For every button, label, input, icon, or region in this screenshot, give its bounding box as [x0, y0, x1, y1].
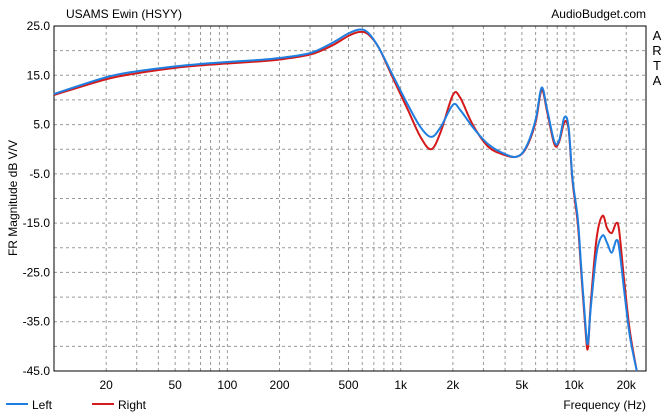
side-label-letter: A — [653, 28, 662, 43]
y-axis-label: FR Magnitude dB V/V — [6, 140, 20, 256]
series-line-right — [53, 30, 638, 372]
watermark: AudioBudget.com — [551, 7, 646, 21]
y-tick-label: -5.0 — [29, 167, 50, 181]
y-tick-label: -15.0 — [23, 216, 51, 230]
x-tick-label: 10k — [564, 378, 584, 392]
plot-frame — [53, 25, 647, 372]
x-tick-label: 100 — [217, 378, 237, 392]
x-tick-label: 1k — [394, 378, 408, 392]
y-tick-label: -25.0 — [23, 265, 51, 279]
y-axis-ticks: 25.0 15.0 5.0 -5.0 -15.0 -25.0 -35.0 -45.0 — [23, 19, 51, 378]
x-tick-label: 5k — [516, 378, 530, 392]
chart-title: USAMS Ewin (HSYY) — [66, 7, 182, 21]
y-tick-label: -45.0 — [23, 364, 51, 378]
x-tick-label: 2k — [447, 378, 461, 392]
grid — [54, 26, 646, 371]
x-tick-label: 20 — [100, 378, 114, 392]
x-tick-label: 500 — [339, 378, 359, 392]
x-tick-label: 200 — [270, 378, 290, 392]
y-tick-label: -35.0 — [23, 315, 51, 329]
legend-label-right: Right — [118, 398, 147, 412]
legend: Left Right — [6, 398, 147, 412]
side-label-letter: T — [653, 58, 661, 73]
x-axis-label: Frequency (Hz) — [563, 398, 646, 412]
x-axis-ticks: 20 50 100 200 500 1k 2k 5k 10k 20k — [100, 378, 637, 392]
y-tick-label: 15.0 — [27, 68, 51, 82]
y-tick-label: 25.0 — [27, 19, 51, 33]
x-tick-label: 20k — [617, 378, 637, 392]
side-label-letter: A — [653, 73, 662, 88]
y-tick-label: 5.0 — [33, 118, 50, 132]
legend-label-left: Left — [32, 398, 53, 412]
side-label-letter: R — [652, 43, 661, 58]
series-line-left — [53, 28, 638, 372]
series-lines — [53, 28, 638, 372]
x-tick-label: 50 — [168, 378, 182, 392]
